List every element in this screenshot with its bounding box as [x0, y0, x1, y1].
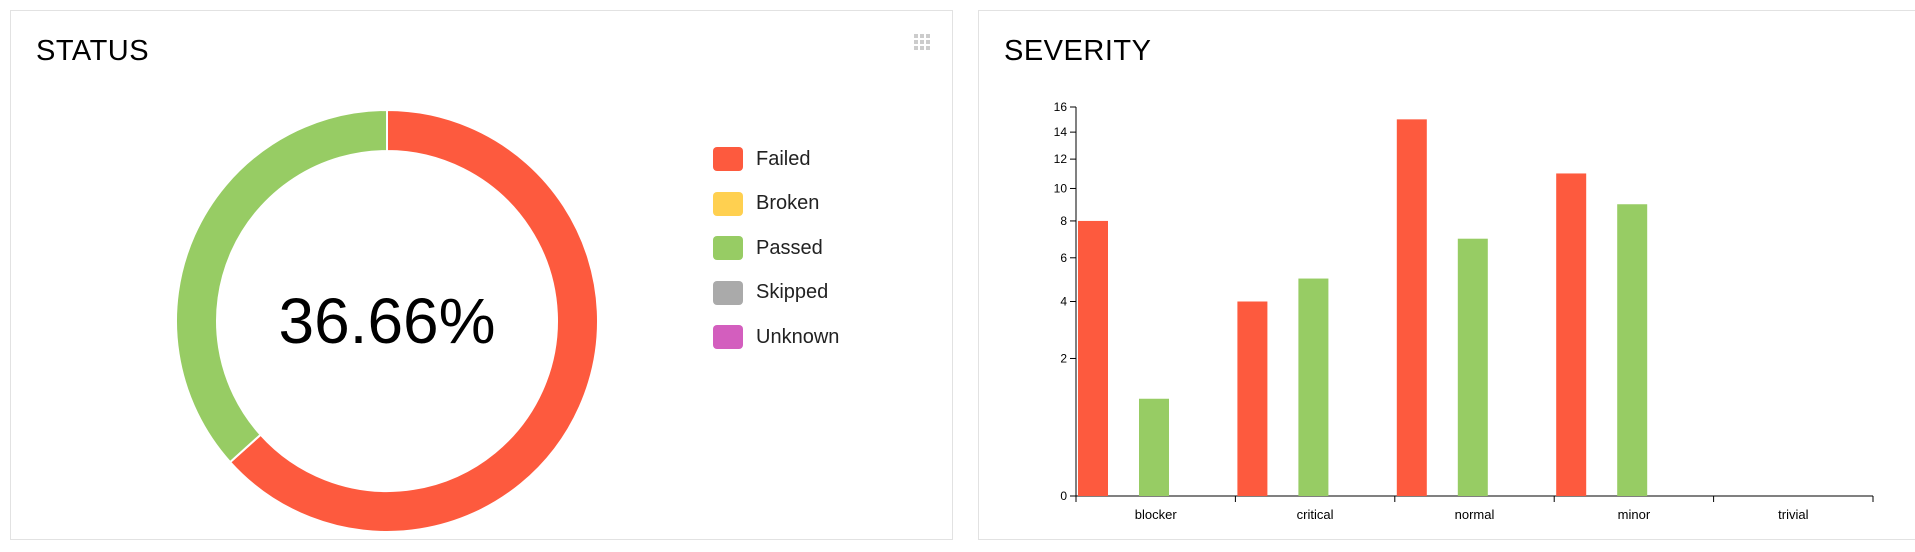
drag-handle-icon[interactable]: [914, 34, 930, 54]
bar-blocker-failed[interactable]: [1078, 220, 1108, 496]
legend-swatch: [713, 325, 743, 350]
x-tick-label-normal: normal: [1455, 507, 1495, 522]
legend-swatch: [713, 191, 743, 216]
severity-bar-chart: 0 2 4 6 8 10 12 14 16 blocker critical normal minor t…: [1054, 100, 1874, 522]
legend-item-broken[interactable]: Broken: [713, 182, 839, 227]
status-title: STATUS: [36, 35, 150, 67]
y-tick-label: 0: [1060, 489, 1067, 503]
bar-critical-failed[interactable]: [1237, 301, 1268, 497]
legend-item-passed[interactable]: Passed: [713, 226, 839, 271]
donut-center-label: 36.66%: [278, 285, 495, 357]
status-legend: Failed Broken Passed Skipped Unknown: [713, 137, 839, 360]
x-tick-label-blocker: blocker: [1135, 507, 1178, 522]
y-tick-label: 12: [1054, 152, 1068, 166]
y-tick-label: 10: [1054, 181, 1068, 195]
legend-label: Passed: [756, 236, 823, 259]
bar-normal-failed[interactable]: [1396, 119, 1427, 497]
bar-blocker-passed[interactable]: [1139, 398, 1169, 496]
legend-item-unknown[interactable]: Unknown: [713, 315, 839, 360]
y-tick-label: 14: [1054, 125, 1068, 139]
bar-minor-passed[interactable]: [1617, 204, 1648, 496]
legend-label: Unknown: [756, 325, 840, 348]
bar-critical-passed[interactable]: [1298, 278, 1329, 496]
legend-item-skipped[interactable]: Skipped: [713, 271, 839, 316]
legend-item-failed[interactable]: Failed: [713, 137, 839, 182]
y-tick-label: 4: [1060, 295, 1067, 309]
legend-swatch: [713, 236, 743, 261]
x-tick-label-critical: critical: [1297, 507, 1334, 522]
y-tick-label: 6: [1060, 251, 1067, 265]
bar-normal-passed[interactable]: [1457, 238, 1488, 496]
x-tick-label-trivial: trivial: [1778, 507, 1808, 522]
donut-slice-failed[interactable]: [228, 108, 599, 533]
bar-minor-failed[interactable]: [1556, 173, 1587, 496]
legend-label: Broken: [756, 192, 820, 215]
legend-swatch: [713, 147, 743, 172]
severity-title: SEVERITY: [1004, 35, 1152, 67]
x-tick-label-minor: minor: [1618, 507, 1651, 522]
y-tick-label: 2: [1060, 351, 1067, 365]
y-tick-label: 8: [1060, 214, 1067, 228]
y-tick-label: 16: [1054, 100, 1068, 114]
status-donut-chart: 36.66%: [175, 108, 599, 533]
legend-swatch: [713, 280, 743, 305]
donut-slice-passed[interactable]: [175, 108, 388, 464]
severity-panel: SEVERITY 0 2 4 6 8 10 12 14 16 blocker critical nor…: [978, 10, 1915, 540]
status-panel: STATUS 36.66% Failed Broken Passed Skipped U…: [10, 10, 953, 540]
legend-label: Skipped: [756, 281, 829, 304]
legend-label: Failed: [756, 147, 811, 170]
